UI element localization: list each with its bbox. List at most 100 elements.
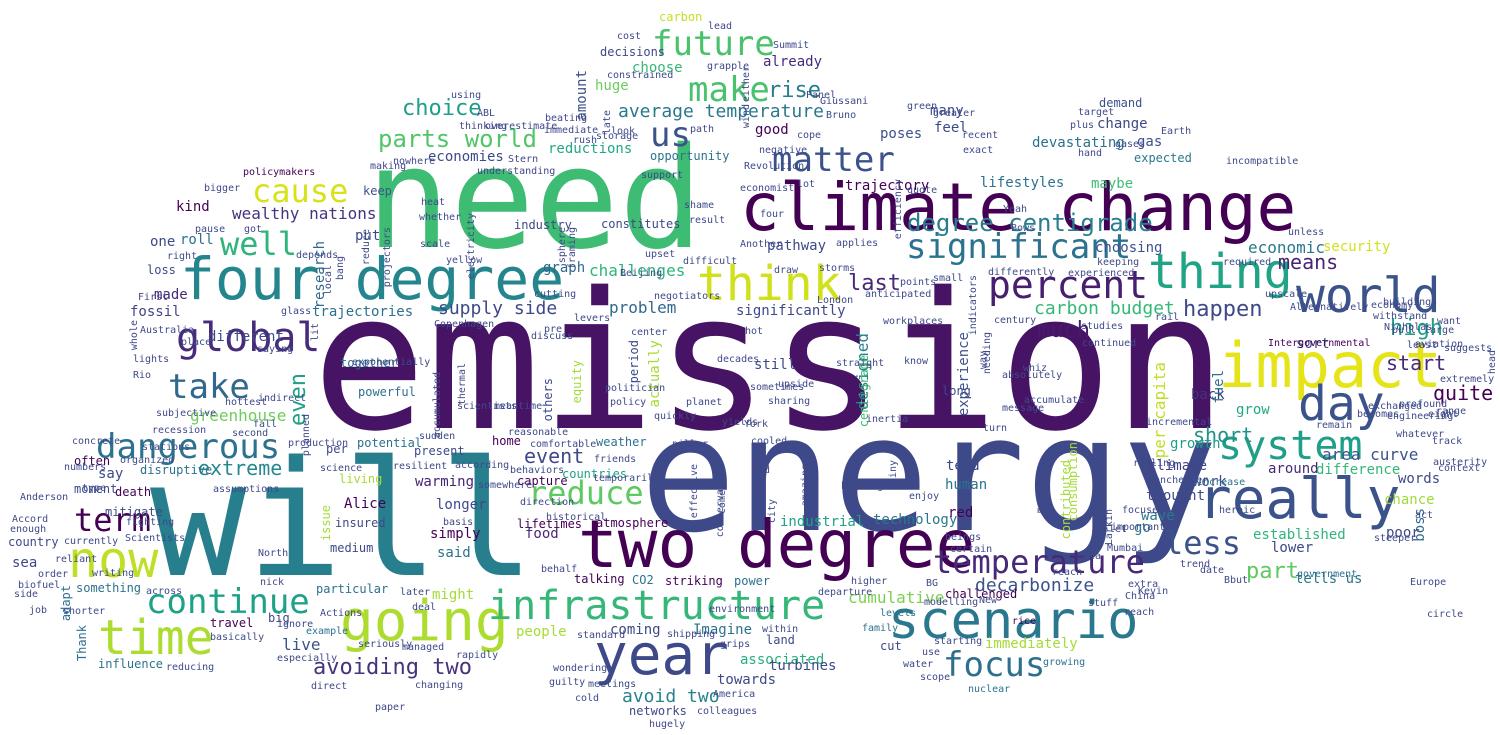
word-maybe: maybe: [1091, 176, 1134, 192]
word-make: make: [688, 70, 770, 110]
word-immediate: immediate: [544, 125, 599, 136]
word-order: order: [38, 569, 69, 580]
word-start: start: [1386, 351, 1447, 375]
word-term: term: [74, 501, 152, 539]
word-mumbai: Mumbai: [1107, 543, 1144, 554]
word-hugely: hugely: [649, 719, 686, 730]
word-equity: equity: [570, 360, 584, 404]
word-live: live: [282, 635, 321, 654]
word-efficiency: efficiency: [893, 179, 904, 240]
word-beating: beating: [545, 113, 588, 124]
word-associated: associated: [740, 652, 825, 668]
word-modelling: modelling: [924, 597, 979, 608]
word-cumulative: cumulative: [848, 588, 945, 607]
word-area-curve: area curve: [1322, 445, 1419, 464]
word-security: security: [1323, 239, 1391, 255]
word-rolling: rolling: [1133, 458, 1176, 469]
word-enjoy: enjoy: [909, 491, 940, 502]
word-intergovernmental: Intergovernmental: [1268, 338, 1371, 349]
word-pause: pause: [195, 224, 226, 235]
word-highlights: highlights: [841, 481, 902, 492]
word-accumulate: accumulate: [1024, 395, 1085, 406]
word-changing: changing: [415, 680, 464, 691]
word-sea: sea: [12, 555, 38, 571]
word-reliant: reliant: [55, 554, 98, 565]
word-poor: poor: [1386, 525, 1420, 541]
word-growing: growing: [1043, 657, 1086, 668]
word-made: made: [154, 287, 188, 303]
word-bbut: Bbut: [1224, 575, 1249, 586]
word-supply-side: supply side: [438, 298, 558, 319]
word-depends: depends: [296, 250, 339, 261]
word-happen: happen: [1183, 297, 1263, 322]
word-panel: Panel: [806, 90, 837, 101]
word-exponentially: exponentially: [352, 357, 431, 368]
word-contributed: contributed: [1059, 460, 1073, 540]
word-significant: significant: [906, 227, 1132, 267]
word-either: either: [741, 66, 752, 103]
word-anticipated: anticipated: [865, 289, 932, 300]
word-something: something: [76, 581, 142, 595]
word-weather: weather: [596, 435, 647, 449]
word-significantly: significantly: [736, 303, 846, 319]
word-back: back: [1191, 387, 1225, 403]
word-year: year: [594, 623, 729, 688]
word-choose: choose: [632, 60, 683, 76]
word-first: First: [138, 292, 169, 303]
word-direct: direct: [311, 681, 348, 692]
word-got: got: [244, 224, 263, 235]
word-standard: standard: [577, 630, 626, 641]
word-day: day: [1298, 376, 1385, 432]
word-high: high: [1390, 316, 1443, 341]
word-experienced: experienced: [1068, 268, 1135, 279]
word-job: job: [29, 605, 48, 616]
word-discuss: discuss: [531, 331, 574, 342]
word-already: already: [763, 54, 823, 70]
word-countries: countries: [562, 467, 628, 481]
word-departure: departure: [818, 587, 873, 598]
word-second: second: [232, 428, 269, 439]
word-rainy: rainy: [888, 460, 899, 491]
word-lights: lights: [133, 354, 170, 365]
word-austerity: austerity: [1433, 457, 1488, 468]
word-accumulated: accumulated: [432, 372, 443, 439]
word-upside: upside: [778, 379, 815, 390]
word-need: need: [366, 118, 704, 281]
word-will: will: [150, 426, 536, 613]
word-words: words: [1398, 471, 1441, 487]
word-go: go: [1134, 520, 1151, 536]
word-whiz: whiz: [1023, 363, 1048, 374]
word-lit: lit: [310, 323, 321, 342]
word-rise: rise: [768, 78, 821, 103]
word-roll: roll: [180, 232, 214, 248]
word-use: use: [922, 647, 941, 658]
word-pathway: pathway: [767, 238, 827, 254]
word-led: led: [752, 465, 771, 476]
word-economist: economist: [740, 183, 795, 194]
word-steeper: steeper: [1374, 533, 1417, 544]
word-mitigate: mitigate: [105, 505, 163, 519]
word-work: work: [1193, 474, 1227, 490]
word-message: message: [1002, 403, 1045, 414]
word-cope: cope: [797, 130, 822, 141]
word-scientists: scientists: [457, 401, 518, 412]
word-unless: unless: [1288, 227, 1325, 238]
word-inertia: inertia: [866, 414, 909, 425]
word-upset: upset: [645, 249, 676, 260]
word-somewhere: somewhere: [478, 480, 533, 491]
word-water: water: [903, 659, 934, 670]
word-data: data: [1077, 551, 1102, 562]
word-small: small: [933, 273, 964, 284]
word-two-degree: two degree: [578, 506, 976, 583]
word-recession: recession: [152, 425, 207, 436]
word-medium: medium: [330, 541, 374, 555]
word-bruno: Bruno: [826, 110, 857, 121]
word-pillar: pillar: [672, 439, 709, 450]
word-parts-world: parts world: [378, 125, 537, 153]
word-important: important: [1111, 522, 1166, 533]
word-problem: problem: [609, 298, 677, 317]
word-giussani: Giussani: [820, 96, 869, 107]
word-later: later: [400, 587, 431, 598]
word-accord: Accord: [12, 514, 49, 525]
word-buildings: buildings: [1383, 297, 1438, 308]
